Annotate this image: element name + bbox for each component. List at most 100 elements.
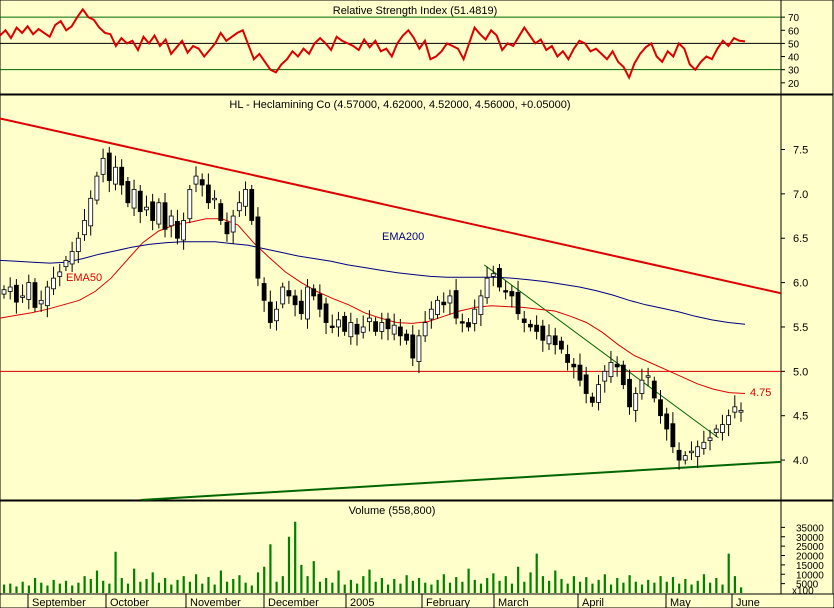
rsi-axis-area	[780, 0, 834, 95]
candle-body	[113, 166, 118, 185]
candle-body	[385, 318, 391, 330]
volume-bar	[219, 570, 222, 593]
candle-body	[583, 374, 589, 394]
candle-body	[664, 413, 670, 430]
candle-body	[57, 271, 63, 277]
volume-bar	[405, 575, 408, 593]
volume-bar	[696, 580, 699, 593]
price-plot-area	[0, 94, 782, 501]
candle-body	[422, 322, 428, 337]
x-tick-label: September	[32, 597, 86, 608]
volume-bar	[40, 582, 43, 593]
volume-bar	[157, 582, 161, 593]
price-tick-label: 6.0	[793, 278, 808, 290]
volume-bar	[702, 574, 706, 593]
candle-body	[32, 282, 38, 308]
volume-bar	[399, 583, 402, 593]
ema50-line	[0, 218, 746, 394]
candle-body	[639, 379, 645, 394]
volume-bar	[318, 581, 322, 593]
volume-bar	[578, 581, 582, 593]
volume-bar	[114, 551, 117, 593]
volume-bar	[740, 587, 743, 593]
candle-body	[373, 321, 378, 332]
volume-bar	[356, 583, 359, 593]
volume-bar	[176, 579, 179, 593]
volume-bar	[64, 580, 68, 593]
volume-bar	[256, 572, 260, 593]
volume-bar	[225, 581, 229, 593]
candle-body	[7, 286, 13, 292]
volume-bar	[294, 521, 297, 593]
candle-body	[342, 315, 348, 332]
candle-body	[738, 409, 744, 413]
candle-body	[144, 206, 149, 211]
volume-bar	[145, 578, 148, 593]
volume-bar	[52, 579, 55, 593]
volume-bar	[455, 577, 458, 593]
candle-body	[168, 215, 174, 227]
volume-bar	[312, 561, 315, 593]
candle-body	[131, 189, 137, 209]
candle-body	[187, 189, 193, 220]
volume-bar	[331, 582, 334, 593]
candle-body	[212, 197, 217, 201]
candle-body	[515, 291, 521, 315]
candle-body	[100, 157, 106, 175]
candle-body	[391, 324, 397, 335]
volume-bar	[548, 580, 551, 593]
volume-bar	[603, 574, 606, 593]
candle-body	[150, 201, 156, 221]
candle-body	[162, 202, 168, 230]
candle-body	[267, 301, 273, 323]
candle-body	[552, 335, 558, 346]
volume-bar	[498, 580, 501, 593]
volume-bar	[386, 584, 390, 593]
candle-body	[713, 428, 719, 433]
rsi-title: Relative Strength Index (51.4819)	[333, 5, 498, 17]
candle-body	[44, 286, 50, 307]
volume-bar	[244, 582, 247, 593]
candle-body	[404, 333, 409, 341]
candle-body	[274, 308, 279, 322]
candle-body	[230, 215, 236, 233]
volume-bar	[721, 584, 724, 593]
volume-bar	[164, 578, 167, 593]
volume-bar	[188, 581, 191, 593]
volume-bar	[9, 583, 12, 593]
volume-bar	[380, 578, 383, 593]
candle-body	[558, 340, 564, 350]
candle-body	[106, 152, 112, 181]
candle-body	[280, 286, 286, 305]
price-tick-label: 4.5	[793, 411, 808, 423]
trendline-3	[483, 264, 719, 439]
volume-bar	[33, 578, 37, 593]
volume-title: Volume (558,800)	[349, 505, 436, 517]
volume-bar	[102, 580, 105, 593]
candle-body	[88, 197, 94, 227]
candle-body	[726, 415, 732, 425]
volume-bar	[170, 584, 173, 593]
volume-bar	[572, 576, 575, 593]
volume-bar	[671, 577, 675, 593]
candle-body	[224, 221, 230, 235]
candle-body	[701, 441, 707, 449]
rsi-tick-label: 20	[788, 79, 800, 90]
volume-bar	[411, 580, 414, 593]
volume-bar	[343, 584, 346, 593]
candle-body	[707, 437, 713, 441]
candle-body	[379, 322, 385, 332]
candle-body	[571, 363, 577, 368]
volume-bar	[126, 583, 130, 593]
volume-bar	[690, 584, 693, 593]
volume-bar	[678, 583, 681, 593]
candle-body	[620, 364, 626, 386]
volume-tick-label: 25000	[796, 542, 824, 553]
ema200-label: EMA200	[382, 231, 424, 243]
candle-body	[651, 380, 657, 399]
candle-body	[336, 319, 341, 328]
volume-bar	[504, 576, 507, 593]
candle-body	[292, 295, 298, 306]
